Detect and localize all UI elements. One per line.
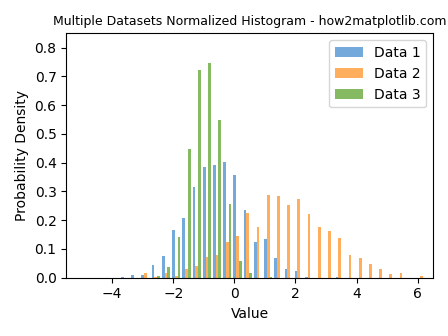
Bar [257, 227, 259, 278]
Bar [305, 277, 308, 278]
Bar [203, 167, 206, 278]
Bar [287, 205, 290, 278]
Bar [236, 236, 239, 278]
Bar [206, 257, 208, 278]
Bar [121, 277, 124, 278]
Bar [172, 229, 175, 278]
Bar [193, 187, 195, 278]
Bar [195, 266, 198, 278]
Bar [277, 196, 280, 278]
Bar [389, 274, 392, 278]
Bar [208, 63, 211, 278]
Bar [246, 213, 249, 278]
Bar [177, 237, 180, 278]
Bar [274, 258, 277, 278]
Bar [349, 254, 351, 278]
Bar [338, 238, 341, 278]
Bar [336, 277, 338, 278]
Title: Multiple Datasets Normalized Histogram - how2matplotlib.com: Multiple Datasets Normalized Histogram -… [53, 15, 446, 28]
Bar [155, 277, 157, 278]
Bar [219, 120, 221, 278]
Bar [131, 275, 134, 278]
Bar [400, 274, 402, 278]
Bar [226, 242, 228, 278]
Bar [198, 70, 201, 278]
Bar [359, 258, 362, 278]
Bar [223, 162, 226, 278]
Bar [165, 274, 168, 278]
Bar [144, 274, 147, 278]
Bar [142, 275, 144, 278]
Bar [270, 277, 272, 278]
X-axis label: Value: Value [231, 307, 269, 321]
Bar [162, 256, 165, 278]
Bar [228, 204, 232, 278]
Bar [188, 149, 190, 278]
Bar [318, 227, 321, 278]
Bar [185, 269, 188, 278]
Bar [239, 260, 241, 278]
Bar [295, 271, 297, 278]
Bar [369, 264, 372, 278]
Bar [182, 218, 185, 278]
Bar [175, 276, 177, 278]
Bar [297, 200, 300, 278]
Bar [308, 214, 310, 278]
Bar [284, 269, 287, 278]
Legend: Data 1, Data 2, Data 3: Data 1, Data 2, Data 3 [329, 40, 426, 107]
Bar [264, 239, 267, 278]
Bar [328, 231, 331, 278]
Bar [379, 269, 382, 278]
Bar [420, 276, 423, 278]
Bar [152, 265, 155, 278]
Bar [233, 175, 236, 278]
Bar [168, 266, 170, 278]
Bar [267, 195, 270, 278]
Bar [254, 242, 257, 278]
Bar [213, 165, 216, 278]
Bar [157, 276, 160, 278]
Y-axis label: Probability Density: Probability Density [15, 90, 29, 221]
Bar [216, 254, 219, 278]
Bar [244, 210, 246, 278]
Bar [249, 272, 252, 278]
